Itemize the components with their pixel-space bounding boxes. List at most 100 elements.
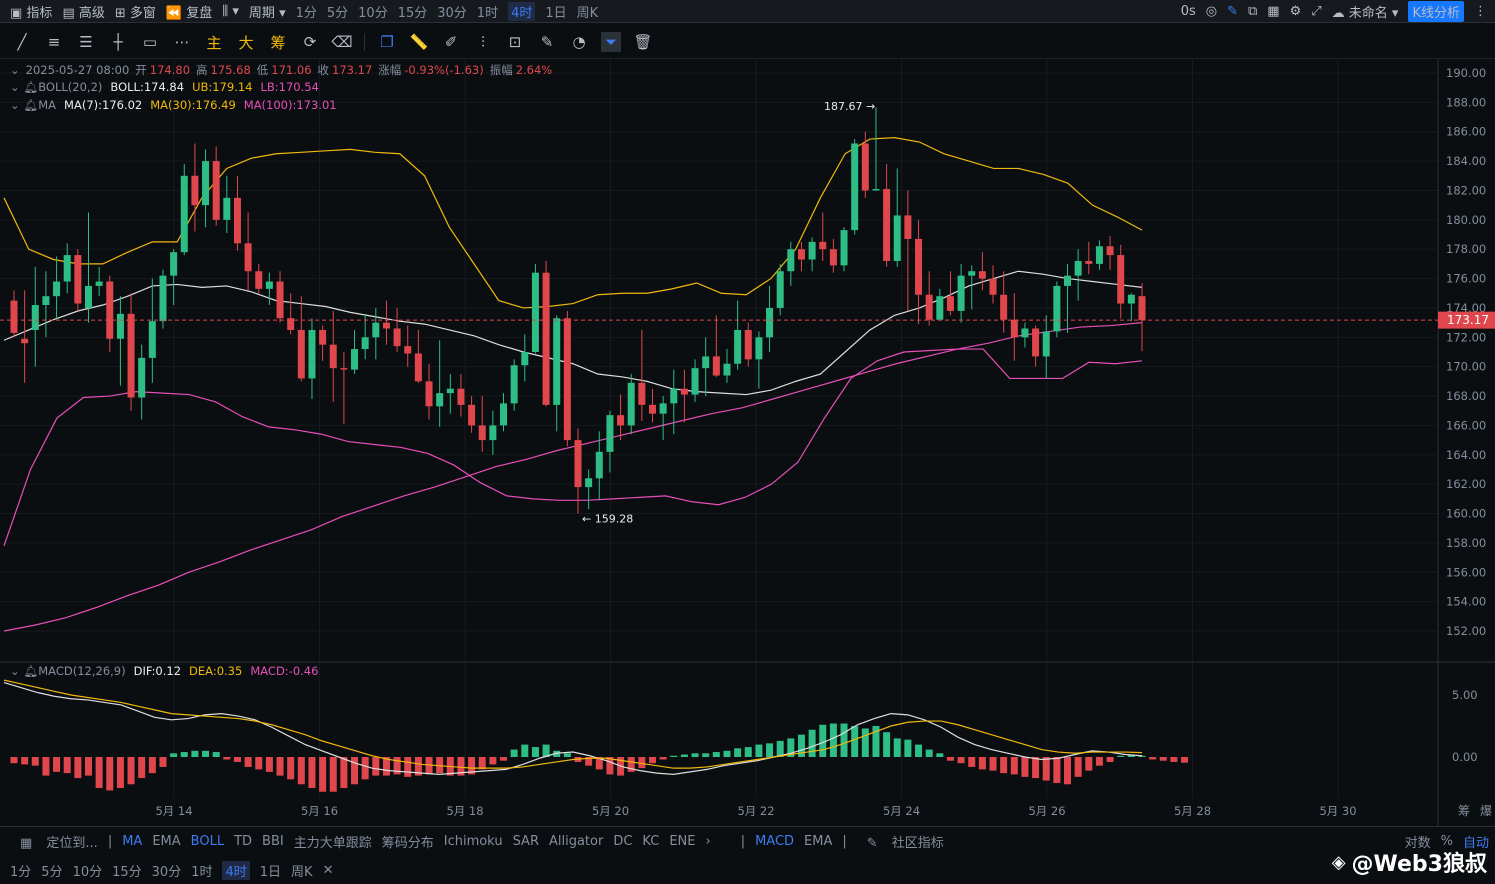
- macd-tick-label: 5.00: [1452, 688, 1478, 702]
- bottom-interval-30m[interactable]: 30分: [151, 864, 182, 880]
- kline-chart[interactable]: 190.00 188.00 186.00 184.00 182.00 180.00 178.…: [0, 58, 1495, 826]
- ind-bbi[interactable]: BBI: [262, 833, 284, 849]
- interval-1h[interactable]: 1时: [476, 5, 499, 21]
- template-icon[interactable]: ▦: [1267, 3, 1280, 19]
- bottom-interval-1h[interactable]: 1时: [191, 864, 213, 880]
- ind-alligator[interactable]: Alligator: [548, 833, 604, 849]
- trendline-icon[interactable]: ╱: [17, 33, 27, 51]
- big-label[interactable]: 大: [238, 33, 254, 52]
- community-button[interactable]: ✎ 社区指标: [866, 835, 944, 851]
- macd-histogram-bar: [542, 744, 550, 757]
- ind-ema[interactable]: EMA: [152, 833, 181, 849]
- sub-ema[interactable]: EMA: [804, 833, 833, 849]
- collapse-icon[interactable]: ⌄: [10, 80, 20, 94]
- bell-icon[interactable]: 🔔︎: [23, 80, 39, 94]
- advanced-menu[interactable]: ▤ 高级: [62, 5, 105, 21]
- kline-analysis-button[interactable]: K线分析: [1408, 0, 1464, 22]
- ruler-icon[interactable]: 📏: [409, 33, 429, 51]
- collapse-icon[interactable]: ⌄: [10, 63, 20, 77]
- candle-body: [106, 281, 114, 339]
- interval-1d[interactable]: 1日: [545, 5, 567, 21]
- log-toggle[interactable]: 对数: [1404, 835, 1431, 851]
- ind-ma[interactable]: MA: [122, 833, 143, 849]
- auto-toggle[interactable]: 自动: [1462, 835, 1489, 851]
- interval-15m[interactable]: 15分: [397, 5, 428, 21]
- ind-td[interactable]: TD: [234, 833, 253, 849]
- eraser-tool-icon[interactable]: ⌫: [331, 33, 353, 51]
- more-icon[interactable]: ⋮: [1474, 3, 1487, 19]
- bottom-interval-10m[interactable]: 10分: [72, 864, 103, 880]
- interval-1w[interactable]: 周K: [576, 5, 599, 21]
- collapse-icon[interactable]: ⌄: [10, 98, 20, 112]
- note-icon[interactable]: ✎: [540, 33, 554, 51]
- lock-icon[interactable]: ⊡: [508, 33, 522, 51]
- chevron-right-icon[interactable]: ›: [705, 833, 711, 849]
- layout-menu[interactable]: ☁ 未命名 ▾: [1331, 5, 1399, 21]
- chart-type-menu[interactable]: ⫼ ▾: [222, 4, 239, 19]
- chips-label[interactable]: 筹: [270, 33, 286, 52]
- parallel-lines-icon[interactable]: ☰: [79, 33, 93, 51]
- trash-icon[interactable]: 🗑: [633, 33, 653, 51]
- period-menu[interactable]: 周期 ▾: [248, 5, 286, 21]
- magnet-icon[interactable]: ◔: [572, 33, 586, 51]
- collapse-icon[interactable]: ⌄: [10, 664, 20, 678]
- fullscreen-icon[interactable]: ⤢: [1311, 3, 1322, 19]
- popout-icon[interactable]: ⧉: [1247, 3, 1258, 19]
- ind-ichimoku[interactable]: Ichimoku: [443, 833, 503, 849]
- ind-ene[interactable]: ENE: [669, 833, 696, 849]
- boll-lower-line: [3, 348, 1143, 547]
- bell-icon[interactable]: 🔔︎: [23, 98, 39, 112]
- settings-icon[interactable]: ⚙: [1289, 3, 1302, 19]
- bottom-interval-1w[interactable]: 周K: [291, 864, 313, 880]
- horizontal-lines-icon[interactable]: ≡: [47, 33, 61, 51]
- replay-menu[interactable]: ⏪ 复盘: [165, 5, 213, 21]
- interval-4h[interactable]: 4时: [508, 1, 536, 21]
- ind-boll[interactable]: BOLL: [190, 833, 225, 849]
- bottom-interval-15m[interactable]: 15分: [112, 864, 142, 880]
- candle-body: [1138, 296, 1146, 321]
- close-icon[interactable]: ✕: [322, 862, 334, 878]
- sub-macd[interactable]: MACD: [755, 833, 795, 849]
- ind-whale[interactable]: 主力大单跟踪: [293, 835, 372, 851]
- camera-icon[interactable]: ◎: [1205, 3, 1218, 19]
- ind-kc[interactable]: KC: [642, 833, 660, 849]
- brush-icon[interactable]: ✐: [444, 33, 458, 51]
- macd-histogram-bar: [829, 723, 837, 757]
- ind-dc[interactable]: DC: [613, 833, 633, 849]
- bottom-interval-1m[interactable]: 1分: [10, 864, 32, 880]
- filter-icon[interactable]: ⏷: [601, 32, 621, 52]
- multi-window-menu[interactable]: ⊞ 多窗: [114, 5, 156, 21]
- pencil-icon[interactable]: ✎: [1227, 3, 1238, 19]
- ind-sar[interactable]: SAR: [512, 833, 539, 849]
- macd-histogram-bar: [42, 757, 50, 776]
- indicator-menu[interactable]: ▣ 指标: [10, 5, 53, 21]
- percent-toggle[interactable]: %: [1440, 833, 1453, 849]
- boll-mid-value: BOLL:174.84: [110, 80, 185, 94]
- macd-histogram-bar: [702, 753, 710, 757]
- bottom-interval-1d[interactable]: 1日: [259, 864, 282, 880]
- interval-1m[interactable]: 1分: [295, 5, 317, 21]
- candle-body: [329, 344, 337, 369]
- bottom-interval-5m[interactable]: 5分: [41, 864, 63, 880]
- interval-5m[interactable]: 5分: [326, 5, 349, 21]
- sync-icon[interactable]: ⟳: [303, 33, 317, 51]
- copy-icon[interactable]: ❐: [380, 33, 394, 51]
- rectangle-icon[interactable]: ▭: [142, 33, 158, 51]
- macd-histogram-bar: [202, 750, 210, 757]
- macd-histogram-bar: [872, 726, 880, 757]
- legend-date: 2025-05-27 08:00: [25, 63, 130, 77]
- interval-10m[interactable]: 10分: [358, 5, 388, 21]
- candle-body: [265, 281, 273, 289]
- macd-histogram-bar: [1106, 757, 1114, 762]
- bars-pattern-icon[interactable]: ⫶: [481, 33, 485, 51]
- bell-icon[interactable]: 🔔︎: [23, 664, 39, 678]
- ind-chips[interactable]: 筹码分布: [381, 835, 434, 851]
- candle-body: [553, 318, 561, 405]
- macd-histogram-bar: [553, 750, 561, 757]
- main-label[interactable]: 主: [206, 33, 222, 52]
- interval-30m[interactable]: 30分: [437, 5, 467, 21]
- more-tools-icon[interactable]: ⋯: [174, 33, 190, 51]
- crosshair-line-icon[interactable]: ┼: [113, 33, 123, 51]
- locate-button[interactable]: ▦ 定位到...: [20, 835, 98, 851]
- bottom-interval-4h[interactable]: 4时: [222, 860, 250, 880]
